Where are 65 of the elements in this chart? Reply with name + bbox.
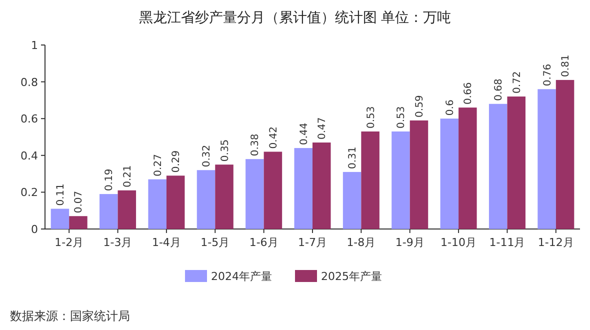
data-label: 0.29 — [171, 150, 182, 173]
y-tick-label: 0.2 — [20, 186, 38, 200]
data-label: 0.42 — [268, 126, 280, 149]
bar — [294, 148, 312, 229]
x-tick-label: 1-3月 — [103, 236, 132, 249]
bar — [69, 216, 88, 229]
data-label: 0.31 — [348, 146, 359, 169]
data-label: 0.35 — [220, 139, 231, 162]
data-label: 0.11 — [55, 183, 66, 206]
y-tick-label: 0.4 — [20, 149, 38, 162]
data-label: 0.47 — [317, 117, 328, 140]
data-label: 0.38 — [250, 134, 262, 156]
bar — [458, 108, 477, 229]
source-note: 数据来源：国家统计局 — [10, 309, 130, 323]
data-label: 0.44 — [298, 122, 310, 146]
y-tick-label: 0 — [31, 223, 38, 236]
bar — [312, 142, 331, 229]
data-label: 0.66 — [463, 82, 474, 105]
x-tick-label: 1-8月 — [346, 236, 376, 249]
data-label: 0.68 — [494, 78, 505, 101]
x-tick-label: 1-4月 — [152, 236, 181, 249]
bar — [100, 194, 118, 229]
x-tick-label: 1-7月 — [298, 236, 327, 249]
bar — [50, 208, 70, 229]
bar — [392, 131, 410, 229]
legend-label: 2024年产量 — [211, 270, 272, 283]
data-label: 0.6 — [444, 100, 456, 116]
data-label: 0.27 — [152, 154, 164, 176]
x-tick-label: 1-2月 — [54, 236, 84, 249]
bar — [507, 96, 526, 229]
data-label: 0.72 — [512, 71, 523, 94]
data-label: 0.53 — [396, 106, 408, 128]
y-tick-label: 1 — [31, 39, 38, 52]
bar — [361, 131, 380, 229]
bar — [538, 89, 556, 229]
x-tick-label: 1-5月 — [200, 236, 230, 249]
data-label: 0.32 — [202, 144, 213, 168]
data-label: 0.07 — [74, 190, 85, 214]
bar — [410, 120, 428, 229]
x-tick-label: 1-11月 — [489, 236, 526, 249]
data-label: 0.81 — [560, 54, 572, 77]
bar — [196, 170, 216, 229]
y-tick-label: 0.8 — [20, 76, 38, 89]
y-tick-label: 0.6 — [20, 112, 38, 126]
bar — [440, 118, 459, 229]
chart-title: 黑龙江省纱产量分月（累计值）统计图 单位：万吨 — [138, 10, 452, 26]
x-tick-label: 1-10月 — [440, 236, 477, 249]
bar — [148, 179, 166, 229]
x-tick-label: 1-9月 — [395, 236, 424, 249]
legend-label: 2025年产量 — [321, 270, 382, 283]
data-label: 0.53 — [366, 106, 377, 128]
bar — [246, 159, 264, 229]
x-tick-label: 1-12月 — [538, 236, 574, 249]
data-label: 0.59 — [414, 95, 426, 118]
data-label: 0.21 — [122, 165, 134, 188]
bar — [215, 164, 234, 229]
bar — [556, 80, 574, 229]
bar — [166, 176, 185, 229]
data-label: 0.76 — [542, 64, 554, 86]
bar — [488, 104, 508, 229]
data-label: 0.19 — [104, 168, 116, 192]
bar — [264, 152, 282, 229]
bar — [118, 190, 136, 229]
bar — [342, 172, 362, 229]
x-tick-label: 1-6月 — [249, 236, 278, 249]
